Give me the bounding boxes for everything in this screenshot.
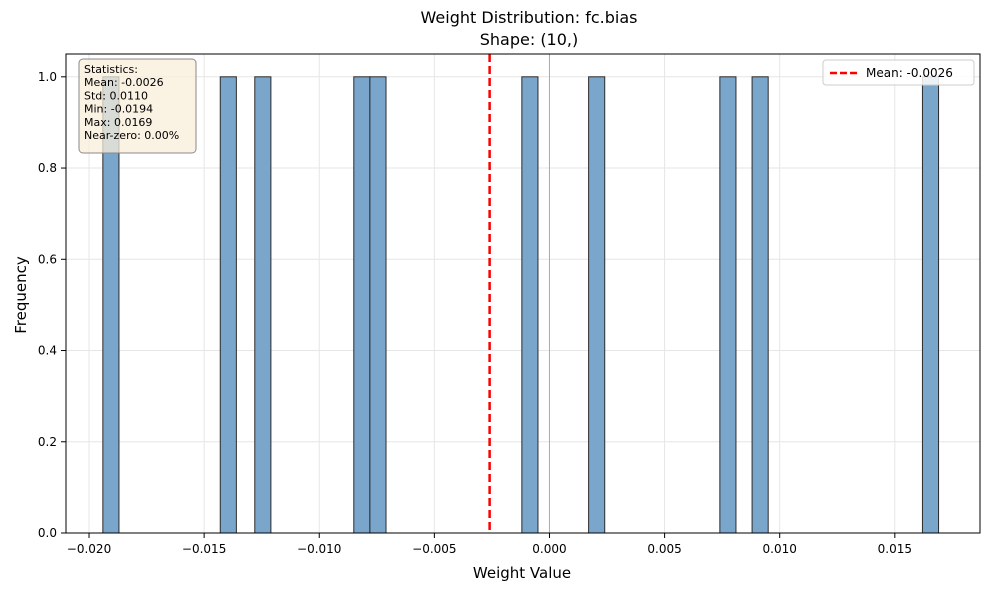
- chart-title: Weight Distribution: fc.bias: [421, 8, 638, 27]
- reference-lines: [488, 54, 550, 533]
- chart-subtitle: Shape: (10,): [480, 30, 579, 49]
- x-tick-label: 0.015: [878, 542, 912, 556]
- y-axis-label: Frequency: [12, 256, 30, 334]
- y-axis-ticks: 0.0 0.2 0.4 0.6 0.8 1.0: [38, 70, 66, 540]
- statistics-line: Statistics:: [84, 63, 138, 76]
- statistics-line: Near-zero: 0.00%: [84, 129, 179, 142]
- statistics-box-background: [78, 58, 197, 154]
- x-axis-label: Weight Value: [473, 564, 571, 582]
- y-tick-label: 1.0: [38, 70, 57, 84]
- x-tick-label: −0.020: [67, 542, 111, 556]
- legend-box: [822, 59, 975, 86]
- statistics-line: Max: 0.0169: [84, 116, 152, 129]
- statistics-line: Std: 0.0110: [84, 89, 148, 102]
- histogram-bar: [219, 76, 237, 534]
- histogram-bar: [751, 76, 769, 534]
- x-tick-label: −0.005: [412, 542, 456, 556]
- x-axis-ticks: −0.020 −0.015 −0.010 −0.005 0.000 0.005 0.010 0…: [67, 533, 912, 556]
- x-tick-label: 0.010: [763, 542, 797, 556]
- y-tick-label: 0.6: [38, 252, 57, 266]
- y-tick-label: 0.4: [38, 344, 57, 358]
- plot-area-frame: [65, 53, 981, 534]
- legend: Mean: -0.0026: [822, 59, 975, 86]
- statistics-line: Mean: -0.0026: [84, 76, 164, 89]
- x-tick-label: −0.010: [297, 542, 341, 556]
- y-tick-label: 0.8: [38, 161, 57, 175]
- y-tick-label: 0.2: [38, 435, 57, 449]
- statistics-line: Min: -0.0194: [84, 103, 153, 116]
- histogram-bar: [353, 76, 371, 534]
- histogram-bar: [921, 76, 940, 534]
- histogram-bar: [254, 76, 272, 534]
- histogram-bar: [719, 76, 737, 534]
- x-tick-label: −0.015: [182, 542, 226, 556]
- histogram-bar: [588, 76, 606, 534]
- y-tick-label: 0.0: [38, 526, 57, 540]
- histogram-bar: [521, 76, 539, 534]
- legend-mean-label: Mean: -0.0026: [866, 66, 953, 80]
- x-tick-label: 0.000: [532, 542, 566, 556]
- histogram-bars: [102, 76, 940, 534]
- x-tick-label: 0.005: [647, 542, 681, 556]
- histogram-bar: [369, 76, 387, 534]
